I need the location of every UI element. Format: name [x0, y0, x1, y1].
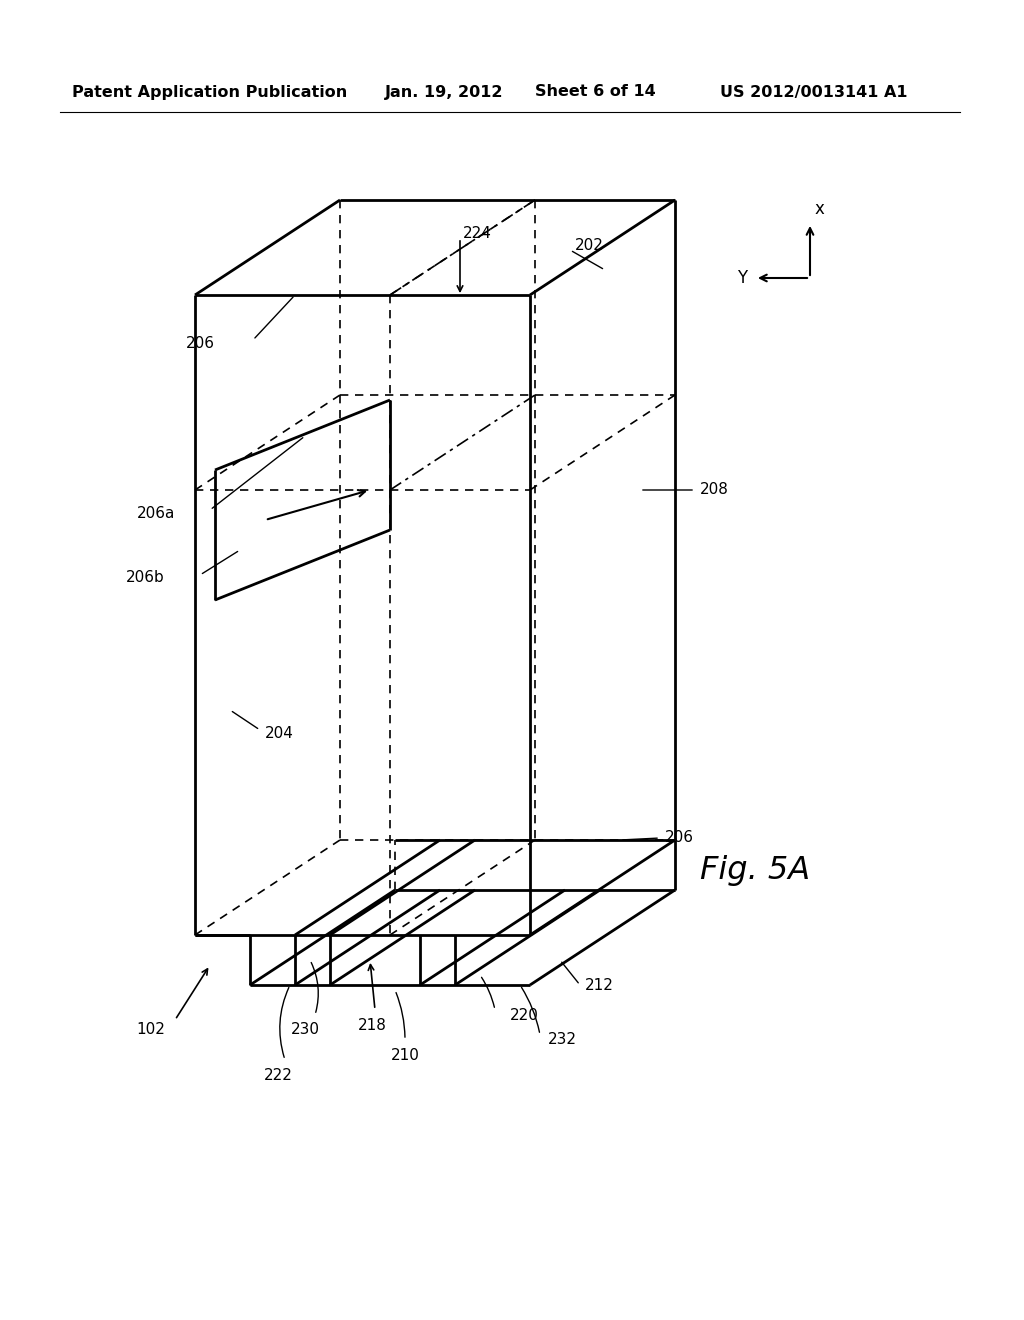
Text: 204: 204 [265, 726, 294, 741]
Text: 230: 230 [291, 1023, 319, 1038]
Text: 212: 212 [585, 978, 613, 993]
Text: 102: 102 [136, 1023, 165, 1038]
Text: 220: 220 [510, 1007, 539, 1023]
Text: 208: 208 [700, 483, 729, 498]
Text: 224: 224 [463, 226, 492, 240]
Text: 206: 206 [186, 335, 215, 351]
Text: 206: 206 [665, 830, 694, 846]
Text: Jan. 19, 2012: Jan. 19, 2012 [385, 84, 504, 99]
Text: 222: 222 [263, 1068, 293, 1082]
Text: Sheet 6 of 14: Sheet 6 of 14 [535, 84, 655, 99]
Text: Fig. 5A: Fig. 5A [700, 854, 810, 886]
Text: 206a: 206a [136, 506, 175, 520]
Text: 202: 202 [575, 238, 604, 252]
Text: US 2012/0013141 A1: US 2012/0013141 A1 [720, 84, 907, 99]
Text: 206b: 206b [126, 570, 165, 586]
Text: 218: 218 [357, 1018, 386, 1032]
Text: 210: 210 [390, 1048, 420, 1063]
Text: x: x [815, 201, 825, 218]
Text: 232: 232 [548, 1032, 577, 1048]
Text: Patent Application Publication: Patent Application Publication [72, 84, 347, 99]
Text: Y: Y [737, 269, 746, 286]
